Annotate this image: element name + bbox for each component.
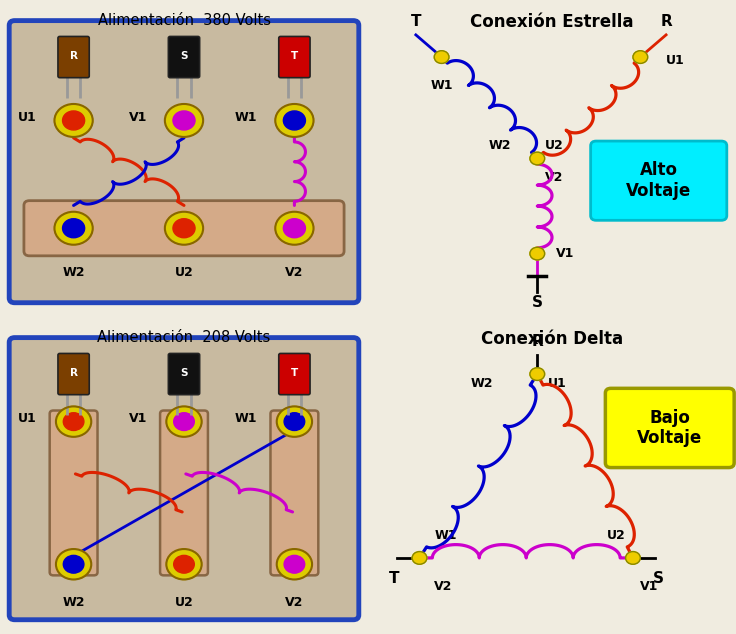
FancyBboxPatch shape — [24, 200, 344, 256]
Circle shape — [277, 406, 312, 437]
Text: W2: W2 — [63, 596, 85, 609]
Circle shape — [173, 219, 195, 238]
Text: V2: V2 — [286, 266, 303, 280]
Circle shape — [284, 413, 305, 430]
Circle shape — [530, 152, 545, 165]
FancyBboxPatch shape — [279, 36, 310, 77]
Text: V2: V2 — [434, 580, 453, 593]
FancyBboxPatch shape — [58, 36, 89, 77]
FancyBboxPatch shape — [160, 411, 208, 576]
Text: R: R — [70, 368, 77, 378]
Circle shape — [56, 549, 91, 579]
Circle shape — [284, 555, 305, 573]
FancyBboxPatch shape — [58, 354, 89, 394]
Text: V1: V1 — [556, 247, 574, 260]
FancyBboxPatch shape — [9, 21, 359, 303]
FancyBboxPatch shape — [279, 354, 310, 394]
Text: V2: V2 — [545, 171, 563, 184]
Text: T: T — [291, 51, 298, 61]
Text: R: R — [70, 51, 77, 61]
Text: Alto
Voltaje: Alto Voltaje — [626, 161, 691, 200]
Circle shape — [54, 104, 93, 137]
FancyBboxPatch shape — [605, 388, 735, 468]
FancyBboxPatch shape — [169, 36, 199, 77]
Text: U1: U1 — [18, 412, 37, 425]
Text: Alimentación  380 Volts: Alimentación 380 Volts — [97, 13, 271, 28]
Text: V1: V1 — [129, 412, 147, 425]
FancyBboxPatch shape — [271, 411, 318, 576]
Text: R: R — [531, 333, 543, 349]
Text: U1: U1 — [666, 54, 684, 67]
Circle shape — [530, 247, 545, 260]
Text: U1: U1 — [548, 377, 567, 390]
Text: T: T — [291, 368, 298, 378]
Circle shape — [173, 111, 195, 130]
Circle shape — [174, 555, 194, 573]
Circle shape — [63, 219, 85, 238]
Text: W1: W1 — [434, 529, 457, 542]
Circle shape — [63, 413, 84, 430]
Text: V2: V2 — [286, 596, 303, 609]
Circle shape — [166, 549, 202, 579]
Circle shape — [63, 111, 85, 130]
Text: W1: W1 — [431, 79, 453, 93]
Text: V1: V1 — [640, 580, 659, 593]
Text: U2: U2 — [174, 266, 194, 280]
Circle shape — [165, 104, 203, 137]
Circle shape — [434, 51, 449, 63]
Text: U2: U2 — [174, 596, 194, 609]
Text: W1: W1 — [235, 412, 258, 425]
Text: W2: W2 — [489, 139, 512, 152]
Circle shape — [277, 549, 312, 579]
Circle shape — [412, 552, 427, 564]
Circle shape — [165, 212, 203, 245]
Text: T: T — [411, 13, 421, 29]
Text: W1: W1 — [235, 111, 258, 124]
Circle shape — [530, 368, 545, 380]
Text: S: S — [654, 571, 664, 586]
FancyBboxPatch shape — [50, 411, 97, 576]
Circle shape — [633, 51, 648, 63]
Text: U2: U2 — [545, 139, 563, 152]
Circle shape — [275, 212, 314, 245]
Text: U2: U2 — [607, 529, 626, 542]
Text: Conexión Estrella: Conexión Estrella — [470, 13, 634, 30]
FancyBboxPatch shape — [169, 354, 199, 394]
Text: S: S — [532, 295, 542, 310]
Text: Conexión Delta: Conexión Delta — [481, 330, 623, 347]
Text: R: R — [660, 13, 672, 29]
Text: W2: W2 — [470, 377, 493, 390]
Circle shape — [275, 104, 314, 137]
Text: Bajo
Voltaje: Bajo Voltaje — [637, 408, 702, 448]
Text: S: S — [180, 368, 188, 378]
Text: W2: W2 — [63, 266, 85, 280]
FancyBboxPatch shape — [9, 337, 359, 620]
Circle shape — [283, 219, 305, 238]
FancyBboxPatch shape — [590, 141, 726, 221]
Circle shape — [56, 406, 91, 437]
Text: S: S — [180, 51, 188, 61]
Circle shape — [283, 111, 305, 130]
Text: V1: V1 — [129, 111, 147, 124]
Circle shape — [174, 413, 194, 430]
Text: T: T — [389, 571, 399, 586]
Circle shape — [54, 212, 93, 245]
Text: U1: U1 — [18, 111, 37, 124]
Circle shape — [626, 552, 640, 564]
Circle shape — [166, 406, 202, 437]
Text: Alimentación  208 Volts: Alimentación 208 Volts — [97, 330, 271, 345]
Circle shape — [63, 555, 84, 573]
